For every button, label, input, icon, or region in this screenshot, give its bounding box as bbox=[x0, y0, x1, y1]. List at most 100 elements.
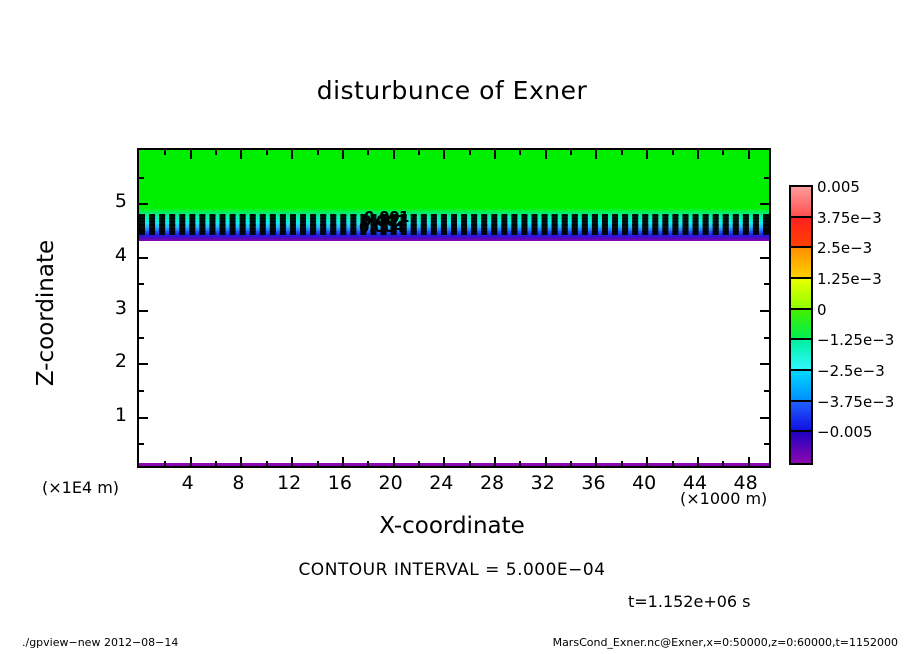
x-tick-label: 20 bbox=[378, 472, 403, 494]
y-tick-label: 4 bbox=[114, 243, 127, 266]
x-tick-label: 8 bbox=[232, 472, 245, 494]
x-tick-label: 32 bbox=[530, 472, 555, 494]
x-tick bbox=[570, 461, 573, 466]
field-uniform-green bbox=[139, 150, 769, 208]
colorbar-band bbox=[791, 371, 811, 402]
colorbar-tick-label: 0.005 bbox=[817, 178, 860, 196]
y-tick-label: 1 bbox=[114, 403, 127, 426]
contour-line bbox=[139, 232, 769, 235]
x-tick-label: 24 bbox=[429, 472, 454, 494]
x-tick bbox=[595, 457, 598, 466]
x-tick-top bbox=[443, 150, 446, 159]
x-tick-top bbox=[316, 150, 319, 155]
x-tick-top bbox=[747, 150, 750, 159]
x-tick-top bbox=[341, 150, 344, 159]
y-tick-right bbox=[764, 390, 769, 392]
time-annotation: t=1.152e+06 s bbox=[628, 592, 751, 611]
x-tick-top bbox=[392, 150, 395, 159]
x-tick bbox=[646, 457, 649, 466]
colorbar-band bbox=[791, 432, 811, 463]
contour-line bbox=[139, 228, 769, 231]
colorbar-tick-label: −1.25e−3 bbox=[817, 331, 895, 350]
x-tick-top bbox=[164, 150, 167, 155]
y-tick-label: 5 bbox=[114, 190, 127, 213]
y-tick bbox=[139, 416, 148, 419]
x-tick bbox=[494, 457, 497, 466]
x-tick bbox=[316, 461, 319, 466]
x-tick bbox=[544, 457, 547, 466]
x-tick-top bbox=[544, 150, 547, 159]
y-tick bbox=[139, 256, 148, 259]
contour-line bbox=[139, 222, 769, 225]
colorbar-band bbox=[791, 248, 811, 279]
x-tick-top bbox=[189, 150, 192, 159]
contour-label: 0.004 bbox=[359, 218, 404, 237]
x-tick bbox=[367, 461, 370, 466]
field-surface-line bbox=[139, 463, 769, 466]
colorbar-band bbox=[791, 401, 811, 433]
contour-line bbox=[139, 219, 769, 222]
x-tick bbox=[215, 461, 218, 466]
x-tick-label: 28 bbox=[479, 472, 505, 494]
x-tick bbox=[671, 461, 674, 466]
x-tick-label: 40 bbox=[632, 472, 657, 494]
x-tick bbox=[747, 457, 750, 466]
y-axis-unit: (×1E4 m) bbox=[42, 478, 120, 497]
colorbar-tick-label: 0 bbox=[817, 300, 827, 319]
y-tick-right bbox=[760, 363, 769, 366]
y-tick-right bbox=[764, 336, 769, 339]
y-tick-right bbox=[764, 443, 769, 446]
x-tick-top bbox=[494, 150, 497, 159]
x-tick bbox=[696, 457, 699, 466]
colorbar-tick-label: −2.5e−3 bbox=[817, 362, 885, 380]
x-tick bbox=[620, 461, 623, 466]
y-axis-title: Z-coordinate bbox=[33, 239, 59, 387]
y-tick bbox=[139, 310, 148, 312]
y-tick-right bbox=[760, 310, 769, 312]
x-tick bbox=[341, 457, 344, 466]
x-tick-top bbox=[367, 150, 370, 155]
x-tick bbox=[417, 461, 420, 466]
x-tick-top bbox=[696, 150, 699, 159]
footer-command: ./gpview−new 2012−08−14 bbox=[22, 636, 179, 649]
colorbar-tick-label: 3.75e−3 bbox=[817, 208, 882, 227]
contour-line bbox=[139, 214, 769, 216]
x-tick-top bbox=[417, 150, 420, 155]
x-tick-label: 16 bbox=[327, 472, 352, 494]
y-tick-right bbox=[760, 256, 769, 259]
colorbar-band bbox=[791, 279, 811, 310]
x-tick-top bbox=[519, 150, 522, 155]
y-tick bbox=[139, 203, 148, 206]
y-tick-right bbox=[764, 176, 769, 179]
x-tick-label: 12 bbox=[277, 472, 302, 494]
contour-line bbox=[139, 218, 769, 221]
contour-line bbox=[139, 225, 769, 228]
y-tick bbox=[139, 176, 144, 179]
contour-line bbox=[139, 231, 769, 234]
y-tick-right bbox=[764, 283, 769, 286]
x-tick-label: 4 bbox=[181, 472, 194, 494]
x-tick-label: 36 bbox=[581, 472, 606, 494]
x-tick-top bbox=[291, 150, 294, 159]
colorbar-band bbox=[791, 187, 811, 218]
x-tick bbox=[443, 457, 446, 466]
contour-line bbox=[139, 215, 769, 218]
y-tick bbox=[139, 230, 144, 232]
x-tick-label: 44 bbox=[682, 472, 707, 494]
y-tick-label: 2 bbox=[114, 350, 127, 373]
x-tick-label: 48 bbox=[733, 472, 758, 494]
x-axis-title: X-coordinate bbox=[379, 513, 525, 539]
x-tick-top bbox=[265, 150, 268, 155]
x-tick bbox=[392, 457, 395, 466]
colorbar-tick-label: −3.75e−3 bbox=[817, 392, 895, 411]
y-tick bbox=[139, 283, 144, 286]
x-tick-top bbox=[570, 150, 573, 155]
x-tick-top bbox=[595, 150, 598, 159]
contour-line bbox=[139, 224, 769, 227]
y-tick bbox=[139, 336, 144, 339]
colorbar-tick-label: 2.5e−3 bbox=[817, 239, 873, 258]
x-tick-top bbox=[240, 150, 243, 159]
x-tick-top bbox=[215, 150, 218, 155]
page-title: disturbunce of Exner bbox=[316, 76, 588, 105]
contour-line bbox=[139, 226, 769, 229]
